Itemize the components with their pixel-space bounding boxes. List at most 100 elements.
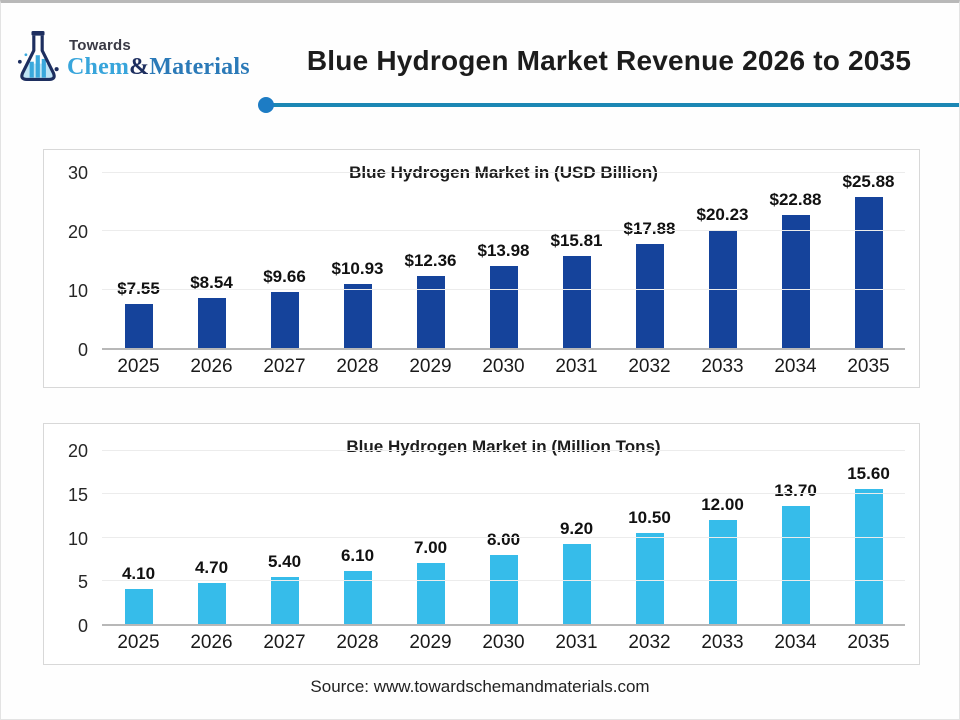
y-axis: 0 5 10 15 20 [44,442,92,635]
bar [562,544,591,624]
brand-logo: Towards Chem&Materials [15,31,250,85]
bar [635,243,664,348]
bar-value-label: $12.36 [404,250,457,270]
x-axis-label: 2033 [701,632,744,653]
brand-name: Towards Chem&Materials [67,38,250,79]
bar-value-label: 5.40 [267,552,302,572]
bars-container: 4.10 2025 4.70 2026 5.40 2027 6.10 2028 7.00 2029… [102,451,905,653]
x-axis-label: 2033 [701,356,744,377]
bar-value-label: 15.60 [847,464,890,484]
x-axis-label: 2027 [263,356,306,377]
bar-value-label: $15.81 [550,230,603,250]
bar-value-label: 7.00 [413,538,448,558]
bar-column: 15.60 2035 [832,451,905,652]
bars-container: $7.55 2025 $8.54 2026 $9.66 2027 $10.93 2028 $12… [102,173,905,376]
bar-column: 8.00 2030 [467,451,540,652]
plot-area: $7.55 2025 $8.54 2026 $9.66 2027 $10.93 2028 $12… [102,172,905,376]
x-axis-label: 2029 [409,632,452,653]
x-axis-label: 2028 [336,356,379,377]
x-axis-label: 2034 [774,356,817,377]
bar-column: $15.81 2031 [540,173,613,376]
bar [270,291,299,348]
x-axis-label: 2035 [847,632,890,653]
gridline [102,536,905,538]
bar-column: 9.20 2031 [540,451,613,652]
bar-column: $25.88 2035 [832,173,905,376]
flask-chart-icon [17,31,59,81]
y-axis: 0 10 20 30 [44,164,92,359]
bar [635,533,664,624]
gridline [102,493,905,495]
bar-value-label: $7.55 [117,278,160,298]
chart-million-tons: Blue Hydrogen Market in (Million Tons) 0… [43,423,920,665]
bar-column: $22.88 2034 [759,173,832,376]
bar [124,588,153,624]
x-axis-label: 2032 [628,356,671,377]
bar-column: 4.70 2026 [175,451,248,652]
bar-column: 10.50 2032 [613,451,686,652]
y-tick-label: 0 [77,616,88,636]
bar [124,303,153,348]
gridline [102,579,905,581]
y-tick-label: 20 [67,222,88,242]
bar-value-label: 10.50 [628,508,671,528]
bar-value-label: $9.66 [263,266,306,286]
y-tick-label: 5 [77,572,88,593]
bar-value-label: 8.00 [486,529,521,549]
bar [708,520,737,624]
bar-column: $12.36 2029 [394,173,467,376]
x-axis-label: 2026 [190,356,233,377]
bar-column: $7.55 2025 [102,173,175,376]
divider-dot-icon [258,97,274,113]
bar-column: $13.98 2030 [467,173,540,376]
bar [489,266,518,348]
x-axis-label: 2035 [847,356,890,377]
x-axis-label: 2031 [555,356,598,377]
bar-column: $20.23 2033 [686,173,759,376]
x-axis-label: 2027 [263,632,306,653]
gridline [102,288,905,290]
bar-column: $8.54 2026 [175,173,248,376]
bar-value-label: $20.23 [696,205,749,224]
title-divider [258,97,959,113]
bar [416,563,445,624]
x-axis-label: 2025 [117,356,160,377]
bar-value-label: 4.10 [121,563,156,583]
bar-value-label: $10.93 [331,259,384,279]
bar-value-label: 9.20 [559,519,594,539]
bar-column: $10.93 2028 [321,173,394,376]
page-title: Blue Hydrogen Market Revenue 2026 to 203… [306,45,912,76]
x-axis-label: 2025 [117,632,160,653]
bar [416,275,445,348]
plot-area: 4.10 2025 4.70 2026 5.40 2027 6.10 2028 7.00 2029… [102,450,905,653]
bar [854,489,883,624]
bar-value-label: 4.70 [194,558,229,578]
bar-value-label: $17.88 [623,218,676,238]
bar-column: 4.10 2025 [102,451,175,652]
bar-value-label: 6.10 [340,546,375,566]
x-axis-label: 2030 [482,356,525,377]
x-axis-label: 2026 [190,632,233,653]
bar-column: 6.10 2028 [321,451,394,652]
y-tick-label: 20 [67,441,88,461]
y-tick-label: 10 [67,281,88,301]
bar-column: 13.70 2034 [759,451,832,653]
brand-towards: Towards [69,36,131,54]
gridline [102,230,905,232]
gridline [102,450,905,451]
chart-title: Blue Hydrogen Market in (Million Tons) [346,437,661,456]
y-tick-label: 15 [67,484,88,505]
bar-column: 12.00 2033 [686,451,759,652]
bar [781,505,810,624]
x-axis-label: 2030 [482,632,525,653]
bar [197,583,226,624]
bar [270,577,299,624]
bar [489,554,518,624]
bar [781,214,810,348]
bar [343,284,372,348]
y-tick-label: 0 [77,340,88,360]
x-axis-label: 2028 [336,632,379,653]
bar-column: $9.66 2027 [248,173,321,376]
source-text: Source: www.towardschemandmaterials.com [310,677,650,696]
